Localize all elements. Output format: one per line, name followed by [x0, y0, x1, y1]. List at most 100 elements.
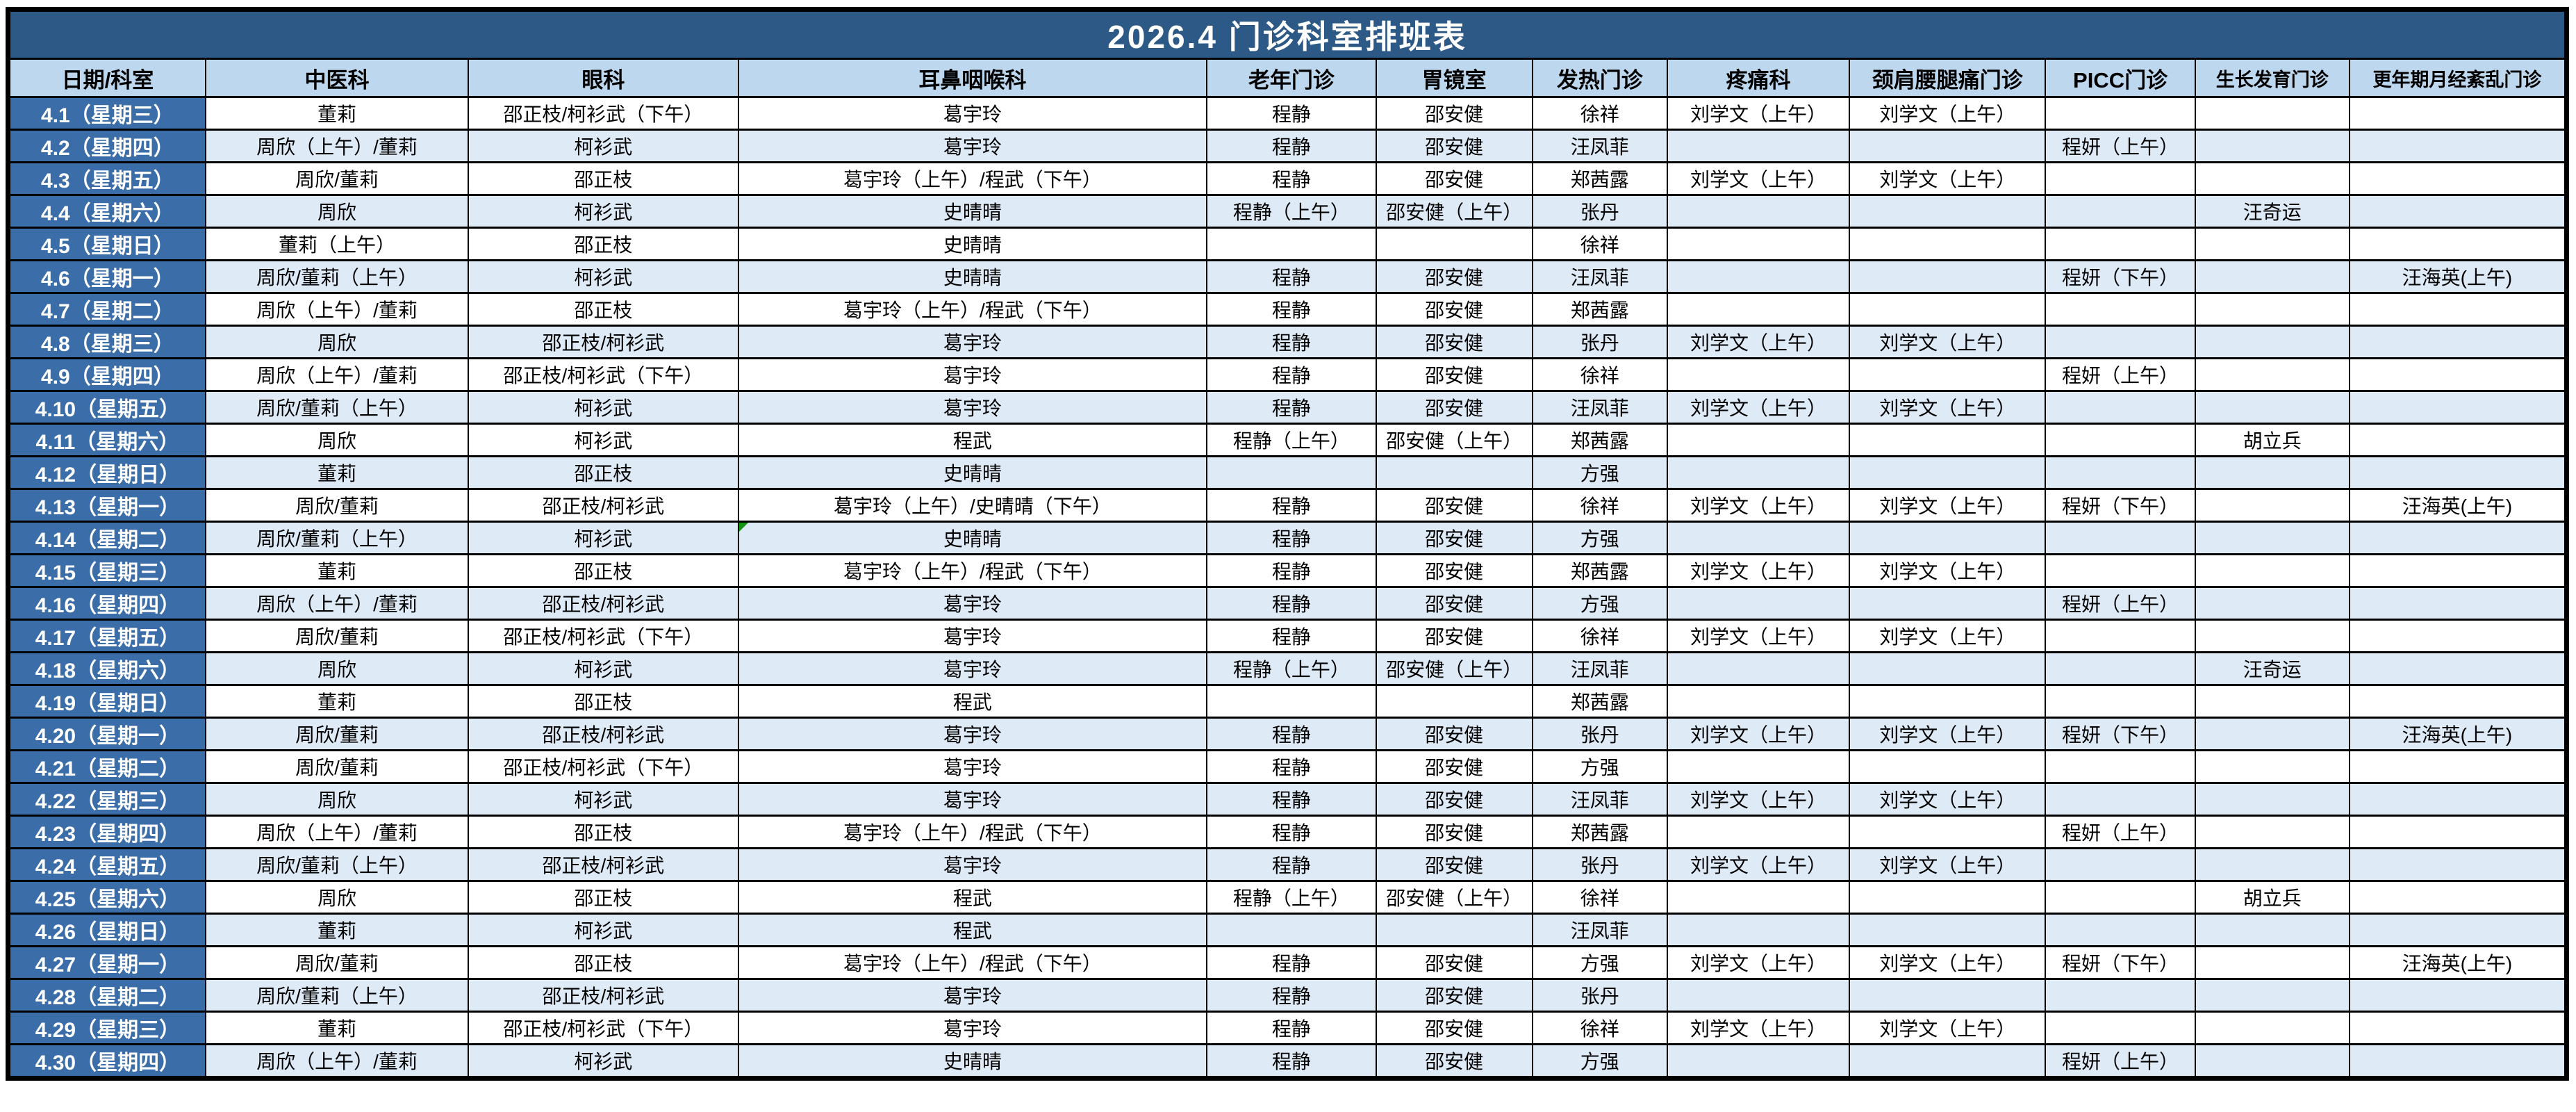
schedule-cell[interactable] — [1666, 455, 1851, 490]
schedule-cell[interactable]: 柯衫武 — [468, 390, 739, 425]
schedule-cell[interactable] — [2045, 978, 2196, 1013]
date-cell[interactable]: 4.10（星期五） — [7, 390, 206, 425]
date-cell[interactable]: 4.9（星期四） — [7, 357, 206, 392]
schedule-cell[interactable]: 史晴晴 — [737, 1043, 1208, 1079]
schedule-cell[interactable] — [1206, 227, 1377, 261]
schedule-cell[interactable] — [1666, 259, 1851, 294]
schedule-cell[interactable] — [1666, 749, 1851, 784]
schedule-cell[interactable]: 徐祥 — [1531, 880, 1668, 915]
schedule-cell[interactable]: 周欣 — [204, 325, 470, 359]
schedule-cell[interactable]: 周欣（上午）/董莉 — [204, 292, 470, 327]
schedule-cell[interactable] — [1849, 194, 2047, 229]
schedule-cell[interactable]: 邵正枝 — [468, 945, 739, 980]
schedule-cell[interactable] — [2045, 684, 2196, 719]
schedule-cell[interactable] — [1849, 1043, 2047, 1079]
schedule-cell[interactable]: 董莉 — [204, 553, 470, 588]
schedule-cell[interactable] — [2045, 913, 2196, 947]
schedule-cell[interactable]: 周欣（上午）/董莉 — [204, 586, 470, 621]
schedule-cell[interactable] — [2045, 161, 2196, 196]
schedule-cell[interactable] — [1666, 357, 1851, 392]
schedule-cell[interactable]: 郑茜露 — [1531, 423, 1668, 457]
schedule-cell[interactable] — [1666, 978, 1851, 1013]
schedule-cell[interactable] — [2045, 651, 2196, 686]
schedule-cell[interactable]: 程静（上午） — [1206, 880, 1377, 915]
column-header[interactable]: 更年期月经紊乱门诊 — [2348, 58, 2568, 98]
schedule-cell[interactable]: 汪海英(上午) — [2348, 717, 2568, 751]
schedule-cell[interactable] — [1849, 586, 2047, 621]
schedule-cell[interactable]: 邵正枝/柯衫武 — [468, 325, 739, 359]
schedule-cell[interactable]: 史晴晴 — [737, 194, 1208, 229]
schedule-cell[interactable]: 葛宇玲 — [737, 390, 1208, 425]
schedule-cell[interactable]: 邵安健 — [1375, 978, 1533, 1013]
schedule-cell[interactable] — [1849, 651, 2047, 686]
schedule-cell[interactable]: 邵正枝 — [468, 227, 739, 261]
schedule-cell[interactable] — [1849, 423, 2047, 457]
schedule-cell[interactable]: 方强 — [1531, 945, 1668, 980]
schedule-cell[interactable]: 史晴晴 — [737, 259, 1208, 294]
schedule-cell[interactable]: 邵安健（上午） — [1375, 880, 1533, 915]
schedule-cell[interactable]: 周欣（上午）/董莉 — [204, 357, 470, 392]
schedule-cell[interactable] — [2045, 455, 2196, 490]
schedule-cell[interactable] — [2348, 227, 2568, 261]
schedule-cell[interactable]: 程静 — [1206, 586, 1377, 621]
schedule-cell[interactable] — [2045, 782, 2196, 817]
schedule-cell[interactable] — [2194, 227, 2350, 261]
schedule-cell[interactable]: 刘学文（上午） — [1666, 488, 1851, 523]
date-cell[interactable]: 4.22（星期三） — [7, 782, 206, 817]
schedule-cell[interactable]: 邵安健 — [1375, 749, 1533, 784]
schedule-cell[interactable]: 董莉 — [204, 684, 470, 719]
schedule-cell[interactable]: 徐祥 — [1531, 227, 1668, 261]
schedule-cell[interactable] — [2194, 684, 2350, 719]
schedule-cell[interactable]: 方强 — [1531, 1043, 1668, 1079]
schedule-cell[interactable]: 刘学文（上午） — [1666, 161, 1851, 196]
schedule-cell[interactable]: 邵安健 — [1375, 96, 1533, 131]
schedule-cell[interactable] — [1666, 815, 1851, 849]
schedule-cell[interactable] — [2348, 553, 2568, 588]
schedule-cell[interactable]: 方强 — [1531, 749, 1668, 784]
schedule-cell[interactable]: 周欣 — [204, 194, 470, 229]
schedule-cell[interactable] — [2045, 553, 2196, 588]
schedule-cell[interactable] — [2348, 619, 2568, 653]
schedule-cell[interactable]: 徐祥 — [1531, 1011, 1668, 1045]
schedule-cell[interactable]: 刘学文（上午） — [1666, 945, 1851, 980]
schedule-cell[interactable]: 程静（上午） — [1206, 194, 1377, 229]
schedule-cell[interactable]: 邵安健 — [1375, 129, 1533, 163]
schedule-cell[interactable] — [2194, 455, 2350, 490]
schedule-cell[interactable]: 刘学文（上午） — [1666, 553, 1851, 588]
date-cell[interactable]: 4.17（星期五） — [7, 619, 206, 653]
schedule-cell[interactable]: 葛宇玲（上午）/程武（下午） — [737, 161, 1208, 196]
schedule-cell[interactable] — [2194, 521, 2350, 555]
column-header[interactable]: 生长发育门诊 — [2194, 58, 2350, 98]
schedule-cell[interactable] — [1666, 651, 1851, 686]
schedule-cell[interactable]: 刘学文（上午） — [1666, 717, 1851, 751]
schedule-cell[interactable]: 邵安健 — [1375, 717, 1533, 751]
schedule-cell[interactable] — [2348, 749, 2568, 784]
schedule-cell[interactable]: 邵正枝/柯衫武 — [468, 488, 739, 523]
schedule-cell[interactable]: 周欣 — [204, 782, 470, 817]
schedule-cell[interactable]: 程静 — [1206, 815, 1377, 849]
schedule-cell[interactable]: 汪凤菲 — [1531, 259, 1668, 294]
schedule-cell[interactable] — [2194, 553, 2350, 588]
schedule-cell[interactable]: 邵正枝/柯衫武（下午） — [468, 357, 739, 392]
schedule-cell[interactable]: 邵安健 — [1375, 259, 1533, 294]
schedule-cell[interactable] — [2045, 847, 2196, 882]
schedule-cell[interactable] — [1375, 913, 1533, 947]
schedule-cell[interactable]: 邵安健 — [1375, 586, 1533, 621]
schedule-cell[interactable] — [2348, 390, 2568, 425]
schedule-cell[interactable]: 邵正枝 — [468, 553, 739, 588]
date-cell[interactable]: 4.29（星期三） — [7, 1011, 206, 1045]
schedule-cell[interactable]: 董莉 — [204, 96, 470, 131]
schedule-cell[interactable] — [1849, 227, 2047, 261]
schedule-cell[interactable]: 周欣（上午）/董莉 — [204, 1043, 470, 1079]
schedule-cell[interactable]: 葛宇玲 — [737, 129, 1208, 163]
schedule-cell[interactable] — [1206, 684, 1377, 719]
schedule-cell[interactable]: 程武 — [737, 880, 1208, 915]
schedule-cell[interactable]: 邵正枝/柯衫武（下午） — [468, 1011, 739, 1045]
schedule-cell[interactable]: 程静 — [1206, 259, 1377, 294]
schedule-cell[interactable] — [2348, 651, 2568, 686]
schedule-cell[interactable] — [1206, 913, 1377, 947]
schedule-cell[interactable] — [1206, 455, 1377, 490]
schedule-cell[interactable] — [2194, 325, 2350, 359]
schedule-cell[interactable]: 程静（上午） — [1206, 423, 1377, 457]
schedule-cell[interactable]: 董莉 — [204, 455, 470, 490]
